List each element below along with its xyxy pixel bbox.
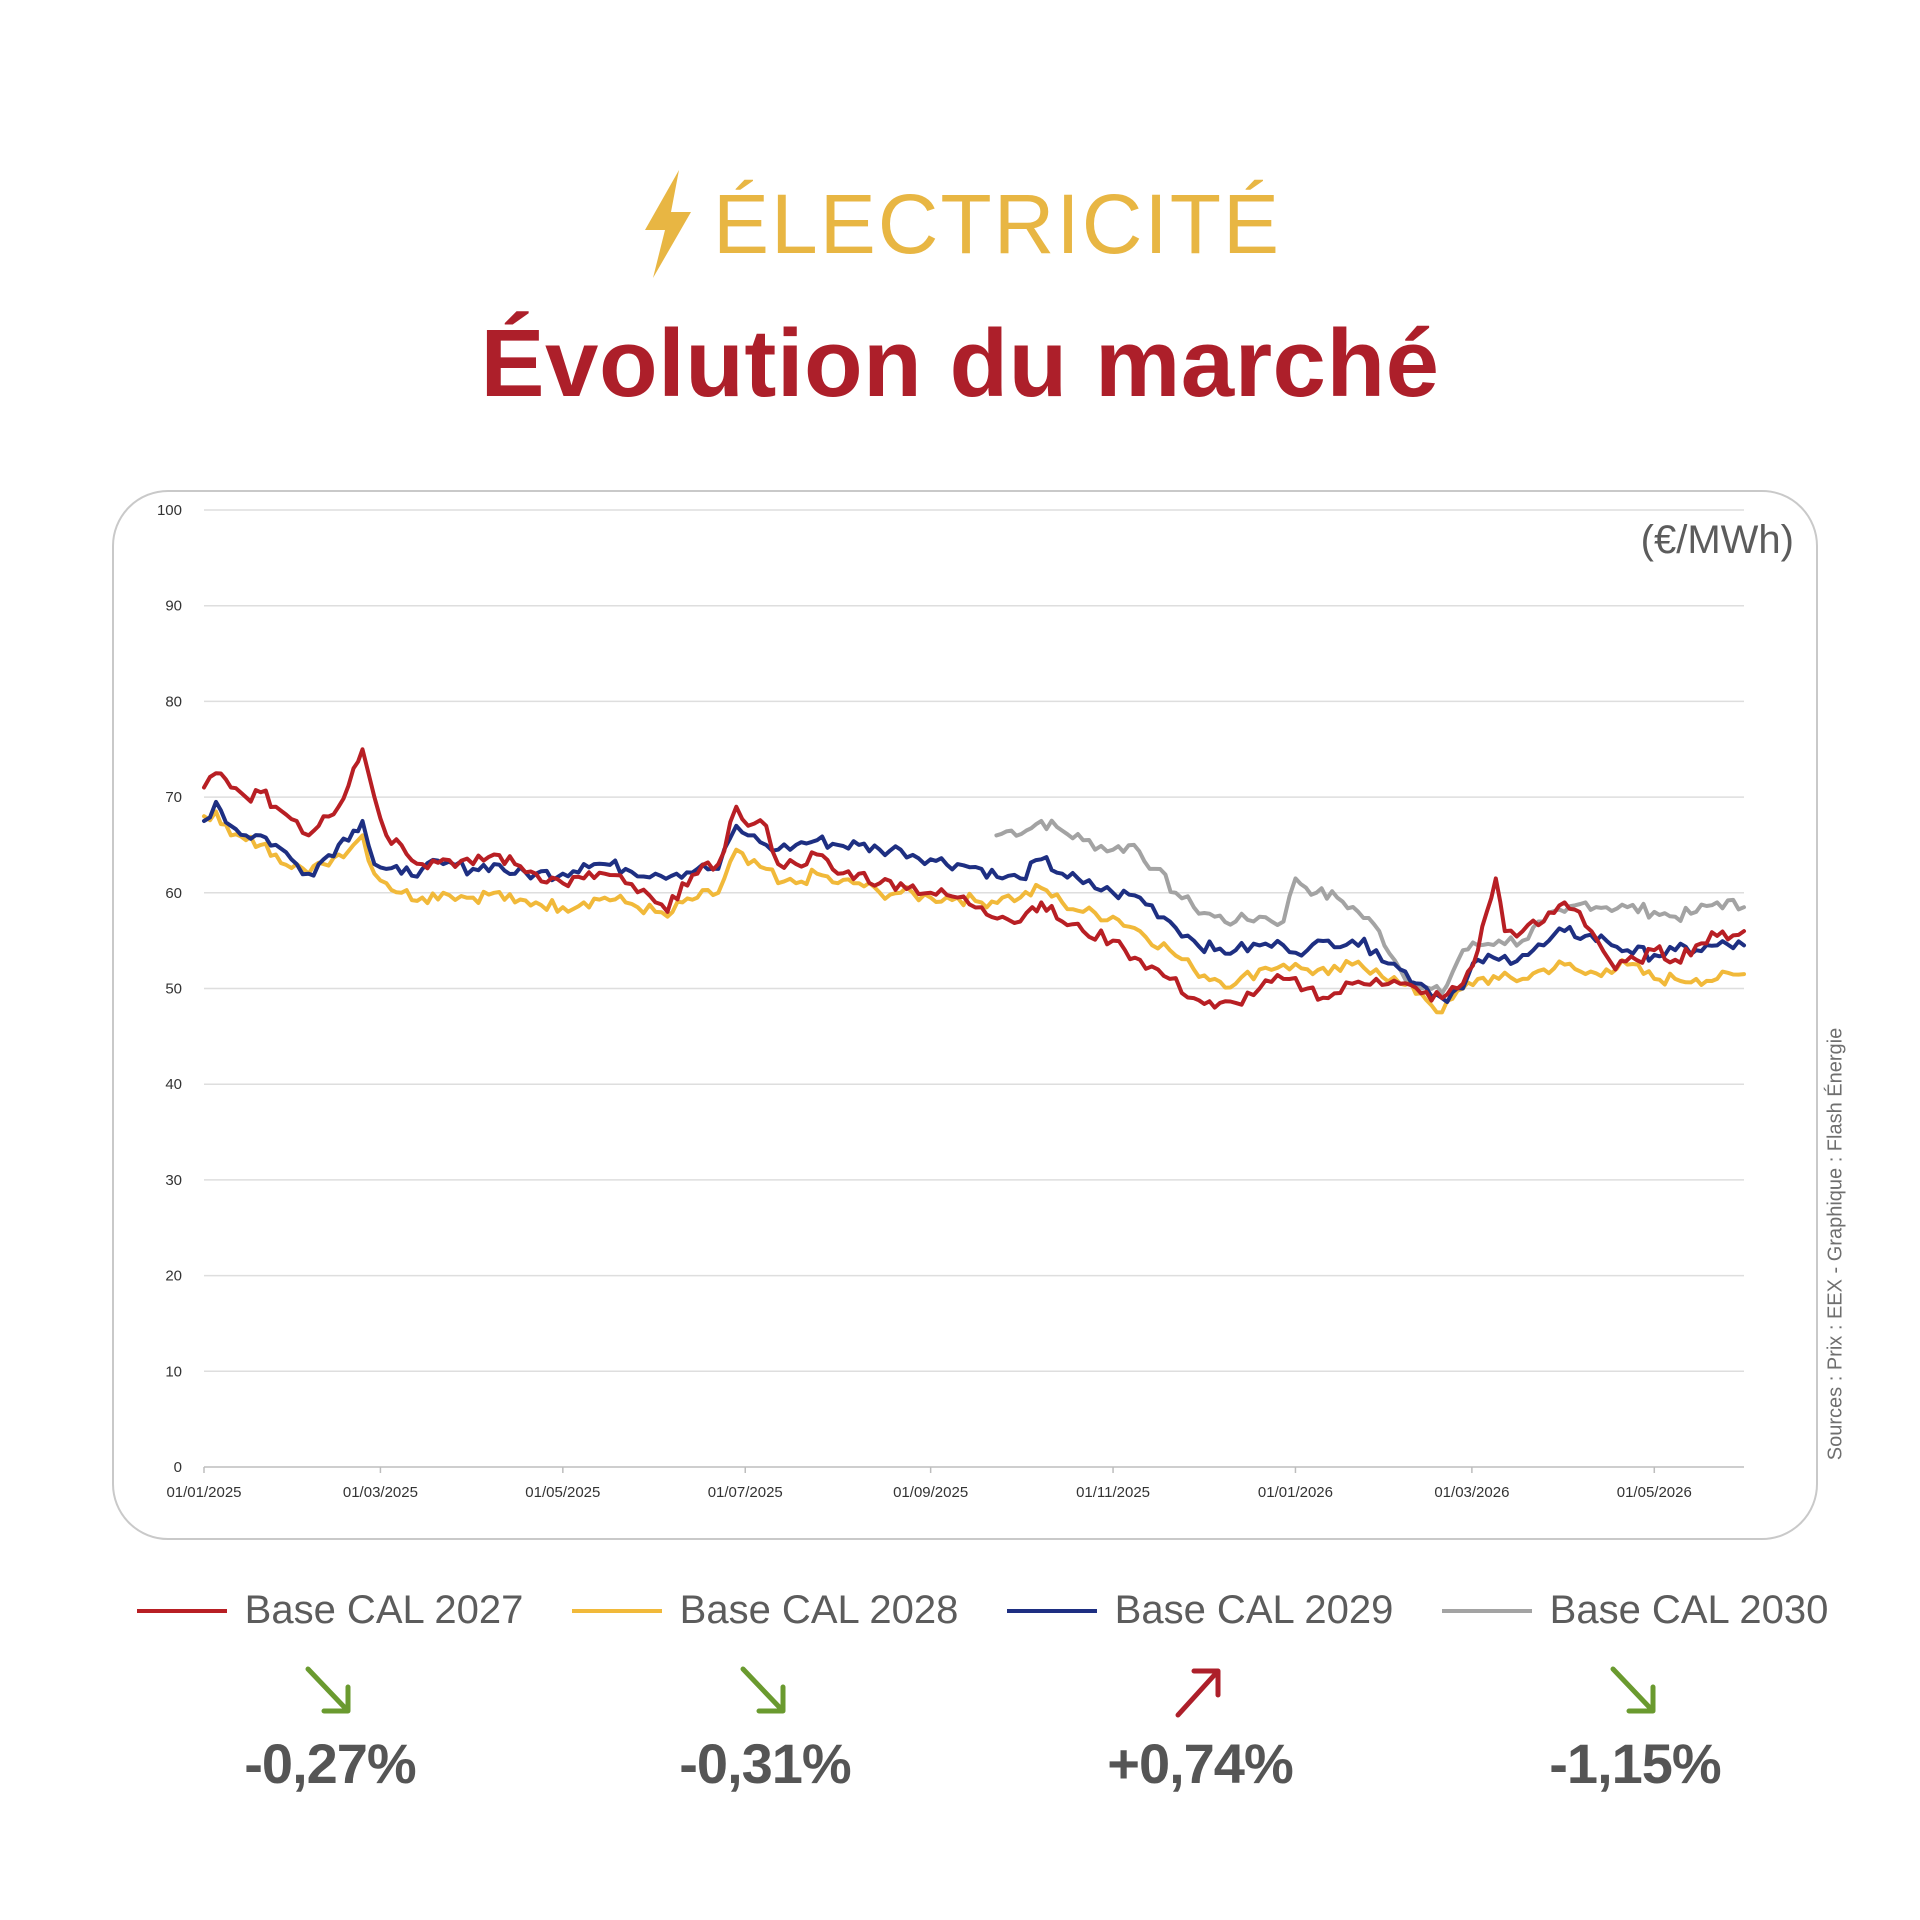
arrow-down-icon xyxy=(740,1666,786,1714)
x-tick-label: 01/01/2026 xyxy=(1258,1484,1333,1501)
lightning-bolt-icon xyxy=(644,170,691,278)
legend-swatch xyxy=(1441,1608,1532,1613)
change-value: -1,15% xyxy=(1549,1732,1721,1795)
series-line-base-cal-2028 xyxy=(202,809,1746,1015)
y-tick-label: 90 xyxy=(165,598,182,615)
y-tick-label: 10 xyxy=(165,1363,182,1380)
unit-label: (€/MWh) xyxy=(1640,518,1794,562)
y-tick-label: 80 xyxy=(165,693,182,710)
legend-label: Base CAL 2030 xyxy=(1549,1588,1829,1632)
chart-card: 0 10 20 30 40 50 60 70 80 90 100 01/01/2025 01/03/20… xyxy=(112,490,1818,1540)
legend-item-cal-2030: Base CAL 2030 -1,15% xyxy=(1415,1588,1855,1796)
arrow-up-icon xyxy=(1175,1668,1221,1718)
y-tick-label: 70 xyxy=(165,789,182,806)
y-tick-label: 0 xyxy=(174,1459,182,1476)
x-tick-label: 01/07/2025 xyxy=(708,1484,783,1501)
x-tick-label: 01/09/2025 xyxy=(893,1484,968,1501)
source-credit: Sources : Prix : EEX - Graphique : Flash… xyxy=(1824,1027,1847,1461)
legend-item-cal-2028: Base CAL 2028 -0,31% xyxy=(545,1588,985,1796)
change-value: +0,74% xyxy=(1107,1732,1294,1795)
y-tick-label: 40 xyxy=(165,1076,182,1093)
legend-swatch xyxy=(136,1608,227,1613)
x-tick-label: 01/05/2025 xyxy=(525,1484,600,1501)
line-chart: 0 10 20 30 40 50 60 70 80 90 100 01/01/2025 01/03/20… xyxy=(157,502,1746,1501)
y-tick-label: 20 xyxy=(165,1268,182,1285)
x-tick-label: 01/05/2026 xyxy=(1617,1484,1692,1501)
change-value: -0,27% xyxy=(244,1732,416,1795)
legend: Base CAL 2027 -0,27% Base CAL 2028 -0,31… xyxy=(0,1588,1920,1828)
arrow-down-icon xyxy=(1610,1666,1656,1714)
series-line-base-cal-2027 xyxy=(202,747,1746,1010)
y-tick-label: 50 xyxy=(165,981,182,998)
y-tick-label: 100 xyxy=(157,502,182,519)
header: ÉLECTRICITÉ Évolution du marché xyxy=(0,170,1920,419)
change-value: -0,31% xyxy=(679,1732,851,1795)
arrow-down-shape xyxy=(740,1666,786,1714)
x-tick-label: 01/11/2025 xyxy=(1076,1484,1150,1501)
legend-item-cal-2029: Base CAL 2029 +0,74% xyxy=(980,1588,1420,1796)
y-tick-label: 60 xyxy=(165,885,182,902)
legend-swatch xyxy=(571,1608,662,1613)
x-tick-label: 01/03/2025 xyxy=(343,1484,418,1501)
legend-item-cal-2027: Base CAL 2027 -0,27% xyxy=(110,1588,550,1796)
arrow-down-shape xyxy=(1610,1666,1656,1714)
kicker-label: ÉLECTRICITÉ xyxy=(712,176,1282,271)
series-line-base-cal-2030 xyxy=(994,818,1746,996)
arrow-up-shape xyxy=(1175,1668,1221,1718)
arrow-down-shape xyxy=(305,1666,351,1714)
legend-label: Base CAL 2029 xyxy=(1114,1588,1394,1632)
arrow-down-icon xyxy=(305,1666,351,1714)
x-tick-label: 01/01/2025 xyxy=(166,1484,241,1501)
page-title: Évolution du marché xyxy=(480,310,1440,417)
legend-label: Base CAL 2027 xyxy=(244,1588,524,1632)
x-tick-label: 01/03/2026 xyxy=(1434,1484,1509,1501)
y-tick-label: 30 xyxy=(165,1172,182,1189)
kicker: ÉLECTRICITÉ xyxy=(639,170,1281,278)
legend-label: Base CAL 2028 xyxy=(679,1588,959,1632)
legend-swatch xyxy=(1006,1608,1097,1613)
